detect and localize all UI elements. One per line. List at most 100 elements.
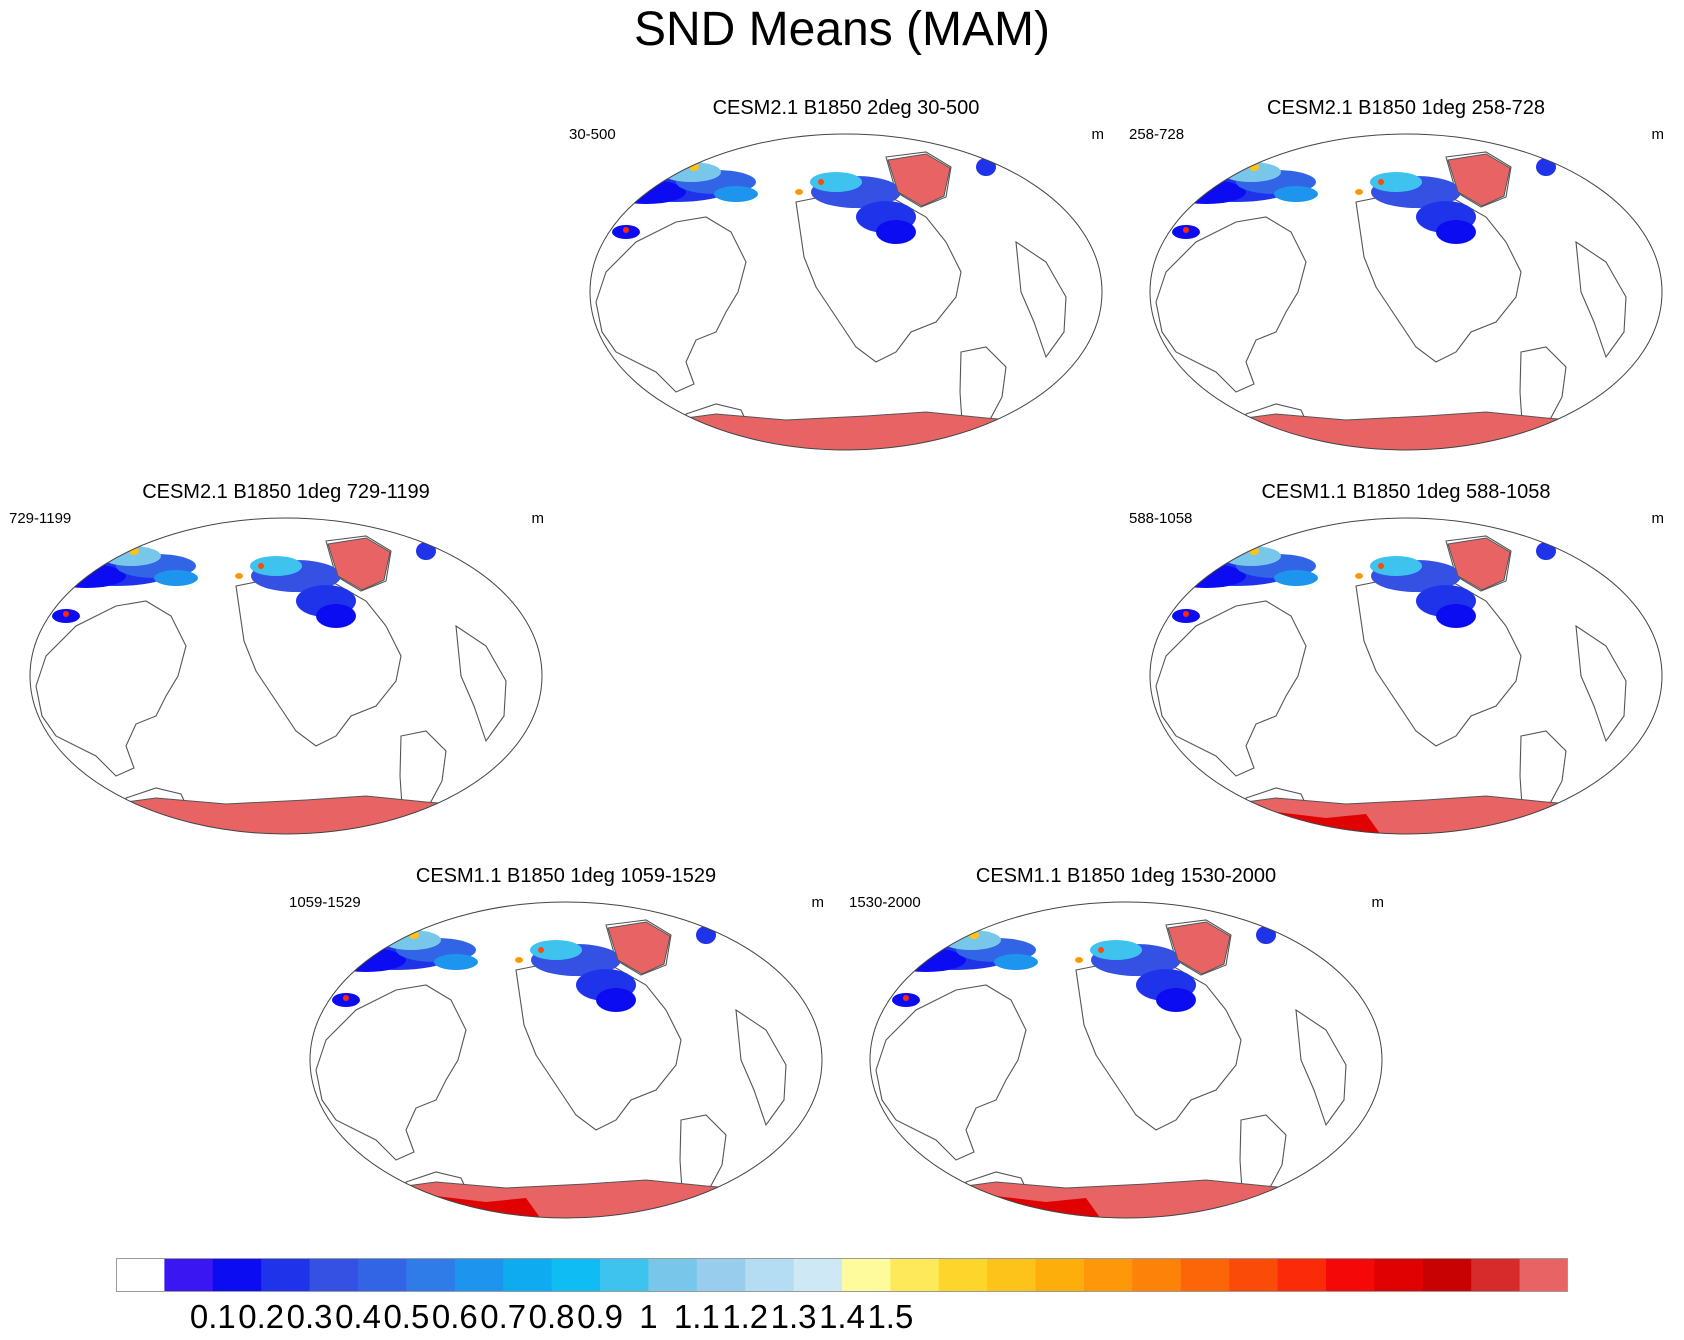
- panel-unit-label: m: [1371, 894, 1385, 911]
- snow-depth-cell: [154, 570, 198, 586]
- snow-depth-cell: [1221, 162, 1281, 182]
- colorbar-box: [600, 1258, 649, 1292]
- colorbar-tick-label: 0.4: [335, 1298, 381, 1335]
- coastline: [1575, 624, 1627, 743]
- antarctica-deep-snow: [925, 1179, 1327, 1218]
- colorbar-box: [842, 1258, 891, 1292]
- coastline: [735, 1008, 787, 1127]
- snow-depth-cell: [1166, 564, 1246, 588]
- coastline: [455, 624, 507, 743]
- greenland-deep-snow: [607, 921, 671, 975]
- snow-depth-hotspot: [63, 611, 69, 617]
- snow-depth-cell: [1221, 546, 1281, 566]
- snow-depth-cell: [606, 180, 686, 204]
- map-border: [1149, 133, 1663, 451]
- snow-depth-hotspot: [258, 563, 264, 569]
- colorbar-border: [116, 1258, 1568, 1292]
- greenland-deep-snow: [327, 537, 391, 591]
- map-border: [869, 901, 1383, 1219]
- snow-depth-cell: [1166, 180, 1246, 204]
- coastline: [1295, 1008, 1347, 1127]
- colorbar-tick-label: 1.5: [867, 1298, 914, 1335]
- greenland-deep-snow: [1167, 921, 1231, 975]
- colorbar-box: [890, 1258, 940, 1292]
- coastline: [1575, 240, 1627, 359]
- snow-depth-cell: [46, 564, 126, 588]
- snow-depth-hotspot: [795, 189, 803, 195]
- colorbar-tick-label: 0.9: [577, 1298, 623, 1335]
- map-content: [1155, 535, 1627, 834]
- snow-depth-cell: [1436, 220, 1476, 244]
- snow-depth-hotspot: [1183, 611, 1189, 617]
- greenland-deep-snow: [1447, 537, 1511, 591]
- snow-depth-cell: [434, 954, 478, 970]
- colorbar-box: [309, 1258, 359, 1292]
- snow-depth-hotspot: [623, 227, 629, 233]
- colorbar-tick-label: 1: [639, 1298, 658, 1335]
- map-panel-1: CESM2.1 B1850 2deg 30-500 30-500 m: [566, 96, 1126, 456]
- snow-depth-hotspot: [235, 573, 243, 579]
- colorbar-box: [1035, 1258, 1085, 1292]
- snow-depth-cell: [1370, 556, 1422, 576]
- snow-depth-cell: [1536, 158, 1556, 176]
- colorbar-box: [358, 1258, 407, 1292]
- snow-depth-cell: [326, 948, 406, 972]
- antarctica-deepest-snow: [1226, 812, 1386, 834]
- map-content: [1155, 151, 1627, 450]
- colorbar-labels: 0.1 0.2 0.3 0.4 0.5 0.6 0.7 0.8 0.9 1 1.1 1.2 1.3 1.4…: [116, 1298, 1568, 1338]
- figure-title: SND Means (MAM): [633, 3, 1051, 56]
- snow-depth-cell: [1274, 570, 1318, 586]
- colorbar-box: [1277, 1258, 1327, 1292]
- colorbar-tick-label: 0.3: [286, 1298, 333, 1335]
- snow-depth-cell: [696, 926, 716, 944]
- map-1: [589, 133, 1103, 451]
- coastline: [1155, 600, 1307, 777]
- panel-unit-label: m: [1091, 126, 1105, 143]
- snow-depth-hotspot: [515, 957, 523, 963]
- colorbar-box: [1374, 1258, 1424, 1292]
- colorbar-box: [164, 1258, 214, 1292]
- map-content: [875, 919, 1347, 1218]
- map-4: [1149, 517, 1663, 835]
- panel-period-label: 1059-1529: [289, 894, 361, 911]
- snow-depth-cell: [530, 940, 582, 960]
- snow-depth-hotspot: [1355, 573, 1363, 579]
- map-border: [589, 133, 1103, 451]
- antarctica-deep-snow: [1205, 411, 1607, 450]
- colorbar-box: [987, 1258, 1037, 1292]
- map-2: [1149, 133, 1663, 451]
- snow-depth-cell: [1536, 542, 1556, 560]
- panel-period-label: 1530-2000: [849, 894, 921, 911]
- antarctica-deepest-snow: [386, 1196, 546, 1218]
- map-panel-3: CESM2.1 B1850 1deg 729-1199 729-1199 m: [6, 480, 566, 840]
- coastline: [315, 984, 467, 1161]
- colorbar-tick-label: 0.8: [528, 1298, 575, 1335]
- colorbar-tick-label: 0.2: [238, 1298, 285, 1335]
- colorbar-box: [1229, 1258, 1279, 1292]
- snow-depth-cell: [941, 930, 1001, 950]
- map-5: [309, 901, 823, 1219]
- colorbar-tick-label: 0.6: [431, 1298, 478, 1335]
- colorbar-box: [116, 1258, 165, 1292]
- snow-depth-cell: [714, 186, 758, 202]
- snow-depth-hotspot: [1075, 957, 1083, 963]
- colorbar-box: [696, 1258, 746, 1292]
- map-content: [315, 919, 787, 1218]
- colorbar-box: [212, 1258, 262, 1292]
- snow-depth-cell: [1256, 926, 1276, 944]
- panel-title: CESM1.1 B1850 1deg 1530-2000: [975, 865, 1277, 887]
- snow-depth-cell: [1156, 988, 1196, 1012]
- map-6: [869, 901, 1383, 1219]
- map-content: [595, 151, 1067, 450]
- snow-depth-cell: [1090, 940, 1142, 960]
- colorbar-box: [1132, 1258, 1182, 1292]
- panel-period-label: 30-500: [569, 126, 616, 143]
- snow-depth-cell: [661, 162, 721, 182]
- snow-depth-cell: [381, 930, 441, 950]
- colorbar-tick-label: 0.7: [480, 1298, 527, 1335]
- snow-depth-hotspot: [1378, 179, 1384, 185]
- colorbar-tick-label: 1.1: [673, 1298, 720, 1335]
- coastline: [1015, 240, 1067, 359]
- panel-unit-label: m: [1651, 126, 1665, 143]
- snow-depth-cell: [810, 172, 862, 192]
